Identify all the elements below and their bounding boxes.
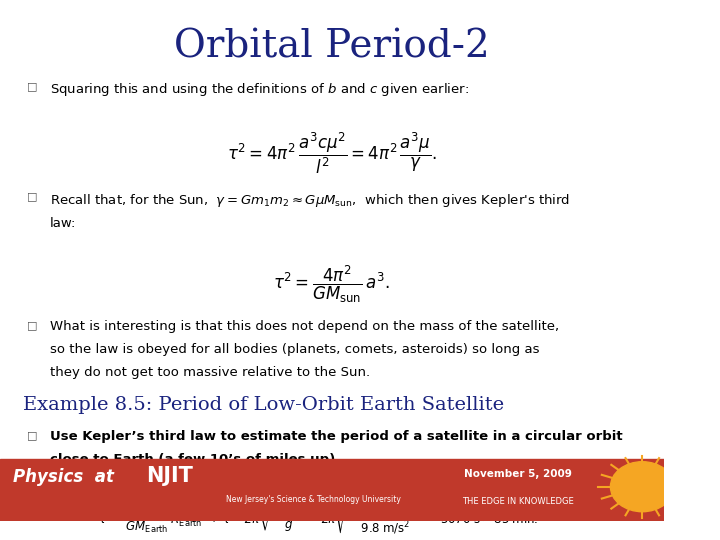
Text: $\tau^2 = \dfrac{4\pi^2}{GM_{\mathrm{sun}}}\,a^3.$: $\tau^2 = \dfrac{4\pi^2}{GM_{\mathrm{sun… <box>274 264 390 305</box>
Text: November 5, 2009: November 5, 2009 <box>464 469 572 479</box>
Text: New Jersey's Science & Technology University: New Jersey's Science & Technology Univer… <box>225 495 400 504</box>
Circle shape <box>611 462 674 512</box>
Text: close to Earth (a few 10’s of miles up).: close to Earth (a few 10’s of miles up). <box>50 453 340 466</box>
Text: NJIT: NJIT <box>146 466 193 486</box>
Bar <box>0 458 664 521</box>
Text: $\tau^2 = \dfrac{4\pi^2}{GM_{\mathrm{Earth}}}\,R_{\mathrm{Earth}}^3 \;\Rightarro: $\tau^2 = \dfrac{4\pi^2}{GM_{\mathrm{Ear… <box>98 500 539 536</box>
Text: Recall that, for the Sun,  $\gamma = Gm_1 m_2 \approx G\mu M_{\mathrm{sun}}$,  w: Recall that, for the Sun, $\gamma = Gm_1… <box>50 192 570 209</box>
Text: Orbital Period-2: Orbital Period-2 <box>174 29 490 66</box>
Text: What is interesting is that this does not depend on the mass of the satellite,: What is interesting is that this does no… <box>50 320 559 333</box>
Text: they do not get too massive relative to the Sun.: they do not get too massive relative to … <box>50 366 370 379</box>
Text: □: □ <box>27 320 37 330</box>
Text: $\tau^2 = 4\pi^2\,\dfrac{a^3 c\mu^2}{l^2} = 4\pi^2\,\dfrac{a^3\mu}{\gamma}.$: $\tau^2 = 4\pi^2\,\dfrac{a^3 c\mu^2}{l^2… <box>227 130 437 176</box>
Text: THE EDGE IN KNOWLEDGE: THE EDGE IN KNOWLEDGE <box>462 497 573 505</box>
Text: Use Kepler’s third law to estimate the period of a satellite in a circular orbit: Use Kepler’s third law to estimate the p… <box>50 430 622 443</box>
Text: law:: law: <box>50 217 76 230</box>
Text: □: □ <box>27 192 37 202</box>
Text: □: □ <box>27 430 37 440</box>
Text: □: □ <box>27 81 37 91</box>
Text: Physics  at: Physics at <box>13 468 114 487</box>
Text: Squaring this and using the definitions of $b$ and $c$ given earlier:: Squaring this and using the definitions … <box>50 81 469 98</box>
Text: so the law is obeyed for all bodies (planets, comets, asteroids) so long as: so the law is obeyed for all bodies (pla… <box>50 343 539 356</box>
Text: Example 8.5: Period of Low-Orbit Earth Satellite: Example 8.5: Period of Low-Orbit Earth S… <box>23 396 504 414</box>
